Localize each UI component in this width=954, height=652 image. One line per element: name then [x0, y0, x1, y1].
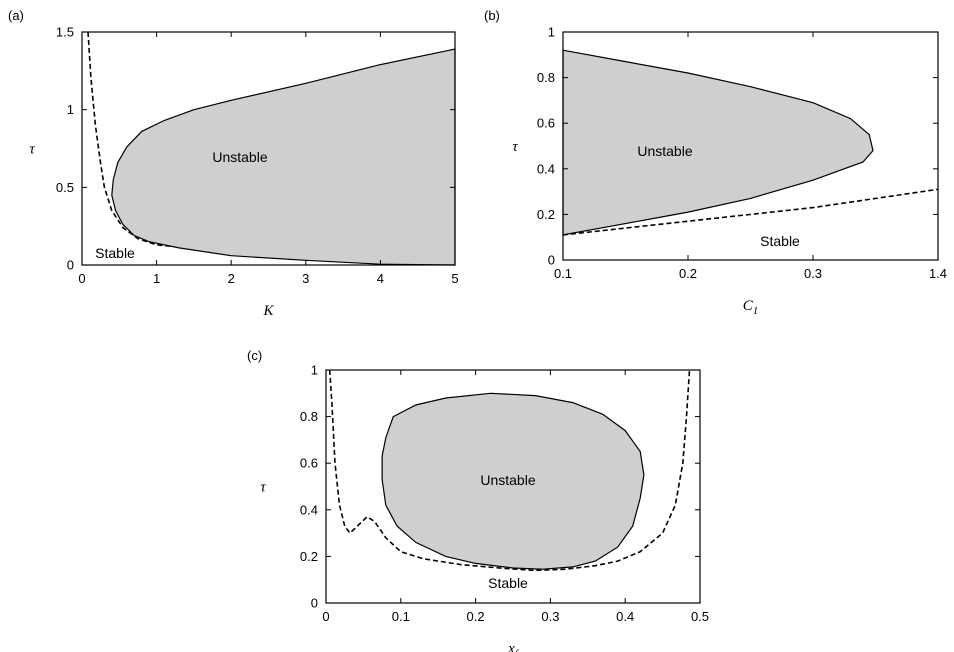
panel-label: (b): [484, 8, 500, 23]
x-tick-label: 1.4: [929, 266, 947, 281]
y-tick-label: 1: [67, 102, 74, 117]
x-tick-label: 2: [228, 271, 235, 286]
plot-frame: [81, 31, 456, 266]
y-tick-label: 1: [311, 363, 318, 378]
y-axis-label: τ: [29, 142, 35, 158]
x-axis-label-main: x: [507, 641, 515, 652]
stability-boundary-line: [562, 188, 939, 236]
y-tick-label: 0.2: [300, 549, 318, 564]
y-tick-label: 0.8: [537, 70, 555, 85]
x-tick-label: 1: [153, 271, 160, 286]
y-tick-label: 1: [548, 25, 555, 40]
plot-frame: [562, 31, 939, 261]
x-tick-label: 0.1: [392, 609, 410, 624]
y-tick-label: 0.8: [300, 409, 318, 424]
x-axis-label-main: K: [262, 303, 274, 319]
unstable-label: Unstable: [637, 143, 692, 159]
chart-panel-1: 0.1 0.2 0.3 1.400.20.40.60.81(b)C1τ Unstable…: [484, 8, 947, 317]
unstable-region: [381, 392, 645, 570]
x-tick-label: 0.2: [467, 609, 485, 624]
x-axis-label: C1: [743, 298, 759, 317]
x-tick-label: 4: [377, 271, 384, 286]
x-tick-label: 0.3: [804, 266, 822, 281]
stability-boundary-line: [87, 31, 172, 248]
x-axis-label-subscript: 1: [753, 305, 759, 317]
y-tick-label: 0: [311, 596, 318, 611]
chart-panel-2: 0 0.1 0.2 0.3 0.4 0.5 0 0.2 0.4 0.6 0.8 1 (c) xf τ Unst…: [247, 348, 709, 652]
x-axis-label: K: [262, 303, 274, 319]
x-axis-label-main: C: [743, 298, 754, 314]
panel-label: (c): [247, 348, 262, 363]
stable-label: Stable: [488, 575, 528, 591]
x-tick-label: 0.1: [554, 266, 572, 281]
y-tick-label: 0.6: [300, 456, 318, 471]
unstable-label: Unstable: [480, 472, 535, 488]
x-tick-label: 5: [451, 271, 458, 286]
x-tick-label: 0.3: [541, 609, 559, 624]
unstable-region: [562, 49, 874, 236]
x-tick-label: 0: [78, 271, 85, 286]
x-tick-label: 0.4: [616, 609, 634, 624]
stable-label: Stable: [760, 233, 800, 249]
x-tick-label: 0: [322, 609, 329, 624]
panel-label: (a): [8, 8, 24, 23]
stable-label: Stable: [95, 245, 135, 261]
unstable-label: Unstable: [212, 149, 267, 165]
y-tick-label: 1.5: [56, 25, 74, 40]
y-tick-label: 0.4: [537, 161, 555, 176]
y-tick-label: 0: [67, 258, 74, 273]
x-tick-label: 0.5: [691, 609, 709, 624]
stability-boundary-line: [328, 369, 691, 572]
unstable-region: [111, 48, 456, 266]
y-tick-label: 0.4: [300, 502, 318, 517]
x-tick-label: 3: [302, 271, 309, 286]
x-axis-label: xf: [507, 641, 520, 652]
y-tick-label: 0.2: [537, 207, 555, 222]
y-tick-label: 0.6: [537, 116, 555, 131]
plot-frame: [325, 369, 701, 604]
y-axis-label: τ: [260, 480, 266, 496]
y-tick-label: 0.5: [56, 180, 74, 195]
x-tick-label: 0.2: [679, 266, 697, 281]
x-axis-label-subscript: f: [515, 648, 520, 652]
chart-panel-0: 0 1 2 3 4 5 0 0.5 1 1.5 (a) Kτ Unstable Stable: [8, 8, 459, 319]
y-tick-label: 0: [548, 253, 555, 268]
y-axis-label: τ: [512, 139, 518, 155]
